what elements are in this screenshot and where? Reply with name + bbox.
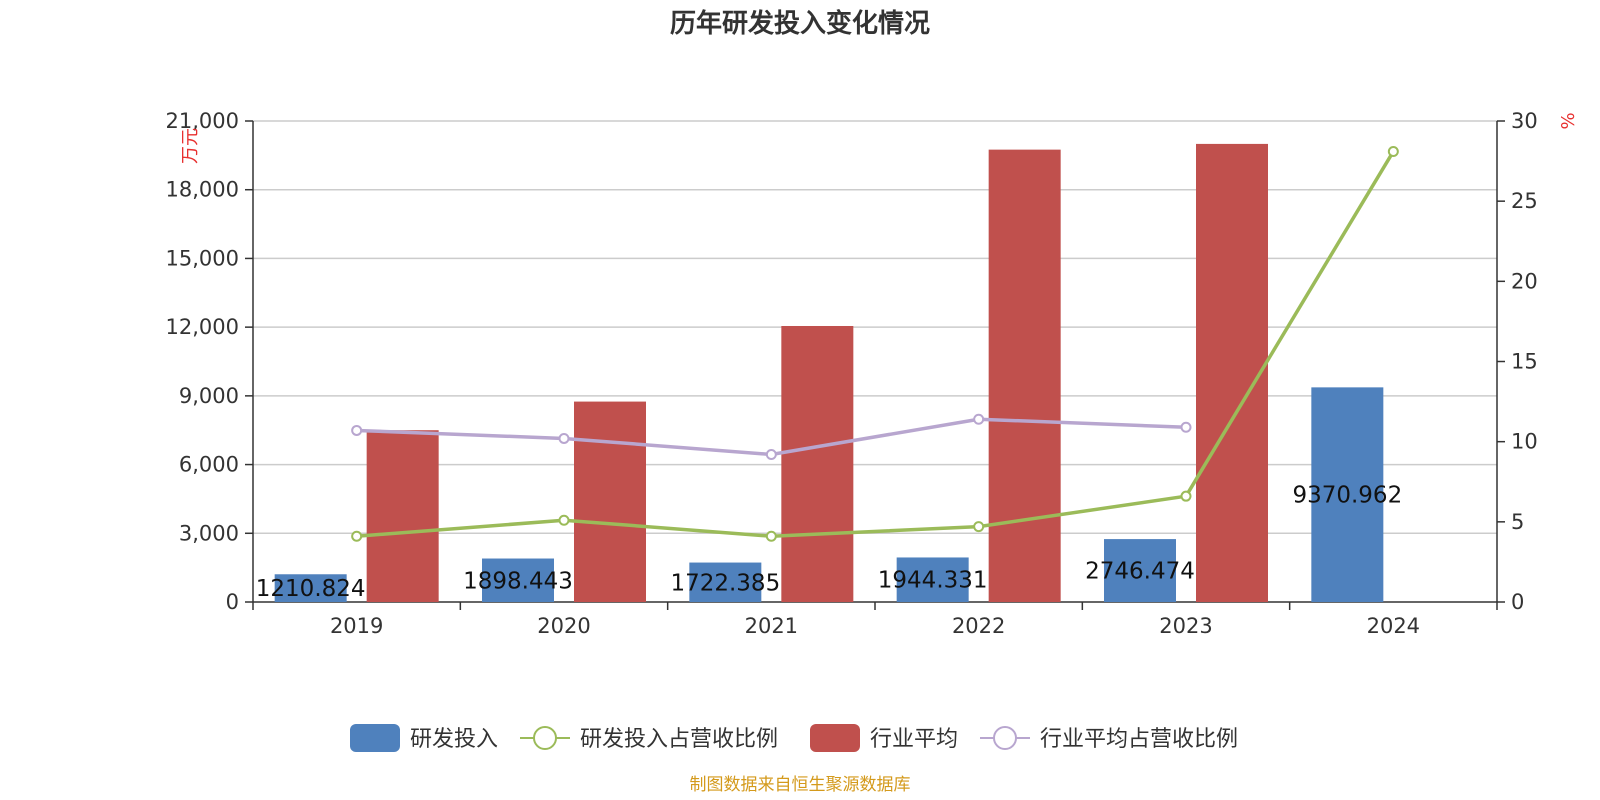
data-labels: 1210.824 1898.443 1722.385 1944.331 2746.474… — [256, 483, 1402, 602]
line-point — [973, 413, 985, 425]
bars — [274, 143, 1384, 602]
bar-industry-2021 — [781, 325, 854, 602]
right-tick-label: 30 — [1511, 109, 1538, 133]
left-tick-label: 12,000 — [166, 315, 239, 339]
line-point — [765, 448, 777, 460]
legend-swatch-marker — [533, 726, 557, 750]
bar-rd-2024 — [1311, 387, 1384, 602]
legend-label: 研发投入占营收比例 — [580, 727, 778, 752]
legend-label: 行业平均 — [870, 727, 958, 752]
left-tick-label: 0 — [226, 590, 239, 614]
left-tick-label: 6,000 — [179, 453, 239, 477]
source-note: 制图数据来自恒生聚源数据库 — [690, 775, 911, 795]
bar-rd-2021 — [689, 562, 762, 602]
line-point — [351, 530, 363, 542]
legend-item: 研发投入 — [350, 724, 498, 752]
bar-value-label: 2746.474 — [1085, 559, 1195, 585]
left-tick-label: 3,000 — [179, 521, 239, 545]
x-tick-label: 2020 — [537, 614, 590, 638]
x-axis: 2019 2020 2021 2022 2023 2024 — [252, 601, 1498, 638]
bar-rd-2023 — [1104, 539, 1176, 602]
line-point — [1180, 421, 1192, 433]
line-point — [351, 424, 363, 436]
legend-swatch — [810, 724, 860, 752]
right-tick-label: 15 — [1511, 350, 1538, 374]
bar-rd-2020 — [482, 558, 554, 602]
line-point — [558, 514, 570, 526]
line-point — [765, 530, 777, 542]
bar-value-label: 9370.962 — [1292, 483, 1402, 509]
legend-item: 行业平均 — [810, 724, 958, 752]
legend-label: 研发投入 — [410, 727, 498, 752]
x-tick-label: 2023 — [1159, 614, 1212, 638]
x-tick-label: 2024 — [1367, 614, 1420, 638]
right-tick-label: 25 — [1511, 189, 1538, 213]
grid-lines — [253, 120, 1497, 535]
right-tick-label: 5 — [1511, 510, 1524, 534]
right-tick-label: 20 — [1511, 269, 1538, 293]
left-tick-label: 15,000 — [166, 246, 239, 270]
lines — [351, 145, 1399, 542]
bar-value-label: 1898.443 — [463, 568, 573, 594]
left-tick-label: 21,000 — [166, 109, 239, 133]
x-tick-label: 2022 — [952, 614, 1005, 638]
bar-industry-2022 — [988, 149, 1061, 602]
line-point — [1387, 145, 1399, 157]
bar-rd-2022 — [896, 557, 969, 602]
legend: 研发投入 研发投入占营收比例 行业平均 行业平均占营收比例 — [350, 724, 1238, 752]
right-axis-ticks: 0 5 10 15 20 25 30 — [1496, 109, 1538, 614]
right-tick-label: 10 — [1511, 430, 1538, 454]
x-tick-label: 2021 — [745, 614, 798, 638]
x-tick-label: 2019 — [330, 614, 383, 638]
line-point — [1180, 490, 1192, 502]
bar-rd-2019 — [274, 574, 347, 602]
bar-industry-2020 — [574, 401, 646, 602]
left-axis-unit: 万元 — [180, 128, 201, 164]
right-tick-label: 0 — [1511, 590, 1524, 614]
legend-swatch-marker — [993, 726, 1017, 750]
left-tick-label: 9,000 — [179, 384, 239, 408]
legend-label: 行业平均占营收比例 — [1040, 727, 1238, 752]
bar-value-label: 1210.824 — [256, 576, 366, 602]
line-point — [973, 521, 985, 533]
left-axis-ticks: 0 3,000 6,000 9,000 12,000 15,000 18,000 21,000 — [166, 109, 254, 614]
legend-swatch — [350, 724, 400, 752]
right-axis-unit: % — [1558, 112, 1579, 129]
bar-value-label: 1722.385 — [670, 570, 780, 596]
bar-industry-2019 — [366, 430, 439, 602]
bar-industry-2023 — [1196, 143, 1268, 602]
bar-value-label: 1944.331 — [878, 568, 988, 594]
legend-item: 研发投入占营收比例 — [520, 726, 778, 752]
legend-item: 行业平均占营收比例 — [980, 726, 1238, 752]
line-point — [558, 432, 570, 444]
chart-title: 历年研发投入变化情况 — [670, 8, 930, 39]
left-tick-label: 18,000 — [166, 178, 239, 202]
line-rd-ratio — [356, 150, 1395, 539]
